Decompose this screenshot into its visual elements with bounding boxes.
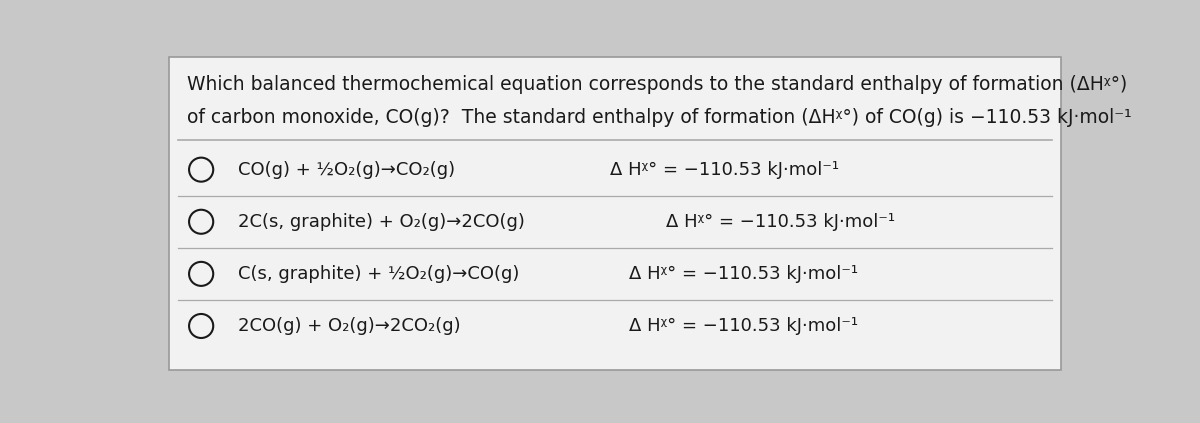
Text: C(s, graphite) + ½O₂(g)→CO(g): C(s, graphite) + ½O₂(g)→CO(g) xyxy=(239,265,520,283)
Text: 2CO(g) + O₂(g)→2CO₂(g): 2CO(g) + O₂(g)→2CO₂(g) xyxy=(239,317,461,335)
Ellipse shape xyxy=(190,210,214,234)
Text: CO(g) + ½O₂(g)→CO₂(g): CO(g) + ½O₂(g)→CO₂(g) xyxy=(239,161,456,179)
Text: of carbon monoxide, CO(g)?  The standard enthalpy of formation (ΔHᵡ°) of CO(g) i: of carbon monoxide, CO(g)? The standard … xyxy=(187,108,1132,127)
Text: Δ Hᵡ° = −110.53 kJ·mol⁻¹: Δ Hᵡ° = −110.53 kJ·mol⁻¹ xyxy=(666,213,895,231)
Ellipse shape xyxy=(190,314,214,338)
Text: Δ Hᵡ° = −110.53 kJ·mol⁻¹: Δ Hᵡ° = −110.53 kJ·mol⁻¹ xyxy=(629,265,858,283)
Text: Δ Hᵡ° = −110.53 kJ·mol⁻¹: Δ Hᵡ° = −110.53 kJ·mol⁻¹ xyxy=(629,317,858,335)
Ellipse shape xyxy=(190,262,214,286)
Ellipse shape xyxy=(190,158,214,181)
FancyBboxPatch shape xyxy=(168,57,1062,370)
Text: Which balanced thermochemical equation corresponds to the standard enthalpy of f: Which balanced thermochemical equation c… xyxy=(187,75,1128,94)
Text: Δ Hᵡ° = −110.53 kJ·mol⁻¹: Δ Hᵡ° = −110.53 kJ·mol⁻¹ xyxy=(611,161,840,179)
Text: 2C(s, graphite) + O₂(g)→2CO(g): 2C(s, graphite) + O₂(g)→2CO(g) xyxy=(239,213,526,231)
